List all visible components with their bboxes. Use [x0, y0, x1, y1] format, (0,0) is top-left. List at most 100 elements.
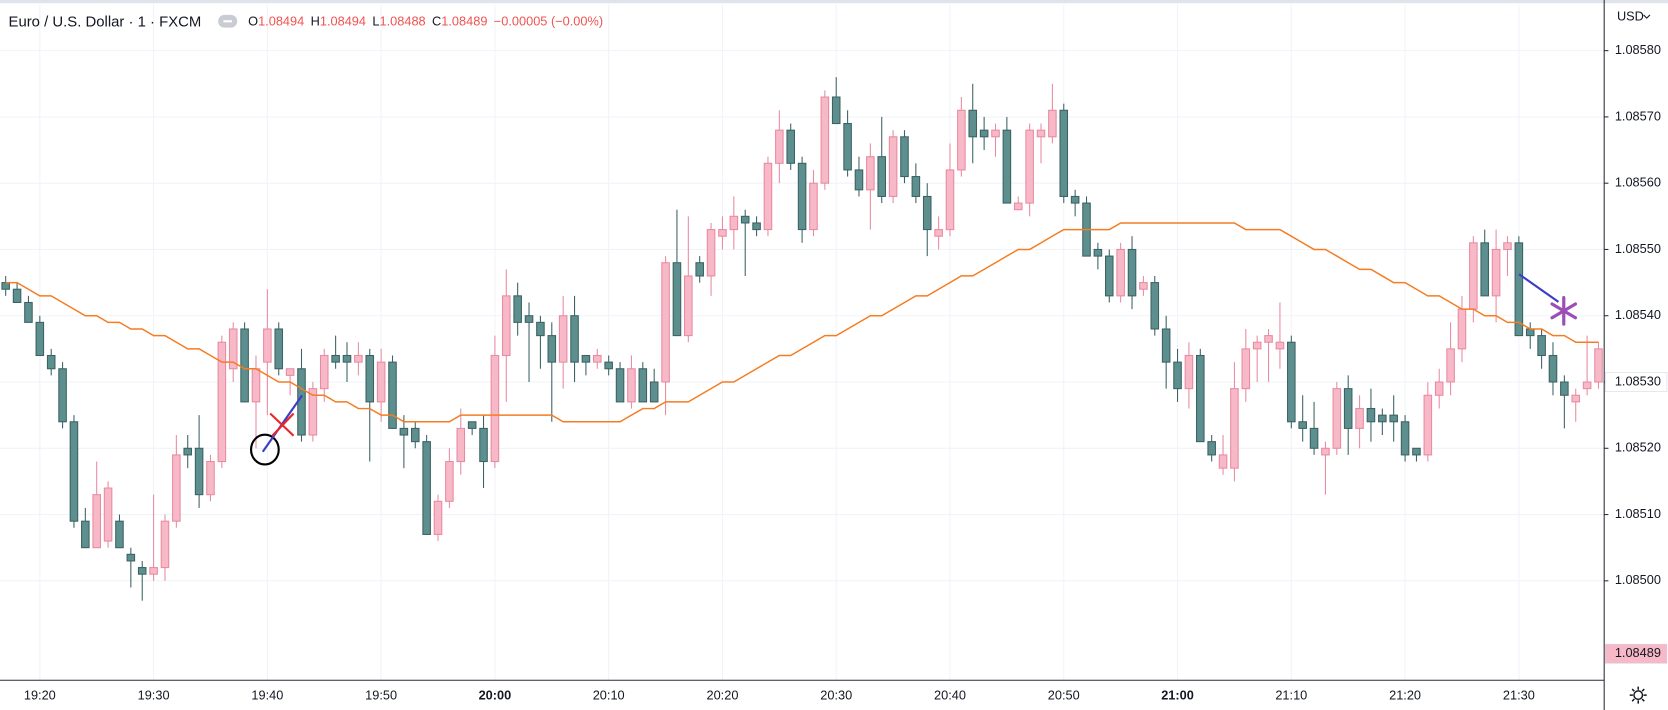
candle-body: [1252, 341, 1262, 350]
candle-body: [331, 354, 340, 363]
candle-body: [1241, 348, 1251, 390]
candle-body: [900, 136, 909, 178]
candle-body: [729, 215, 739, 231]
candle-body: [240, 328, 249, 403]
candle-body: [1366, 407, 1376, 423]
candle-body: [672, 262, 682, 337]
candle-body: [775, 129, 784, 164]
candle-body: [1389, 414, 1398, 423]
candle-body: [1332, 388, 1342, 449]
candle-body: [479, 427, 488, 463]
candle-body: [1503, 242, 1512, 250]
candle-body: [433, 500, 443, 535]
x-tick-label: 20:10: [593, 688, 625, 703]
candle-body: [35, 321, 45, 357]
price-marker: [1604, 643, 1668, 664]
y-tick-label: 1.08570: [1615, 108, 1661, 123]
candle-body: [206, 461, 215, 496]
candle-body: [1264, 335, 1273, 343]
collapse-button[interactable]: [218, 14, 238, 28]
ohlc-item: C1.08489: [432, 14, 487, 29]
candle-body: [581, 354, 591, 363]
candle-body: [1173, 361, 1182, 390]
candle-body: [1594, 348, 1603, 383]
x-tick-label: 20:30: [820, 688, 852, 703]
candle-body: [763, 162, 773, 231]
candle-body: [1582, 381, 1592, 390]
candle-body: [695, 262, 704, 277]
y-tick-label: 1.08510: [1615, 506, 1661, 521]
candle-body: [1013, 202, 1023, 211]
candle-body: [740, 215, 750, 224]
candle-body: [1127, 248, 1137, 297]
drawing-circle[interactable]: [249, 433, 280, 466]
symbol-title[interactable]: Euro / U.S. Dollar · 1 · FXCM: [8, 12, 202, 30]
candle-body: [69, 421, 79, 522]
candle-body: [194, 447, 204, 496]
candle-body: [399, 427, 409, 436]
candle-body: [1525, 328, 1535, 337]
ohlc-value: 1.08494: [319, 13, 367, 29]
ohlc-item: H1.08494: [311, 14, 366, 29]
candle-body: [615, 368, 625, 403]
candle-body: [46, 354, 56, 370]
candle-body: [342, 354, 352, 363]
candle-body: [1059, 109, 1069, 197]
candle-body: [854, 169, 864, 191]
candle-body: [126, 553, 136, 562]
candle-body: [627, 368, 636, 403]
candle-body: [991, 129, 1000, 138]
candle-body: [1196, 354, 1205, 443]
candle-body: [786, 129, 795, 164]
drawing-line[interactable]: [1518, 273, 1560, 303]
candle-body: [1070, 195, 1080, 204]
change: −0.00005 (−0.00%): [493, 13, 604, 29]
plot: [1, 77, 1603, 601]
drawing-cross[interactable]: [269, 412, 295, 437]
candle-body: [1104, 255, 1114, 297]
candle-body: [1048, 109, 1057, 138]
ohlc-value: 1.08488: [379, 13, 426, 29]
drawing-line[interactable]: [261, 394, 303, 453]
candle-body: [1321, 447, 1330, 456]
candle-body: [1298, 421, 1307, 429]
candle-body: [1400, 421, 1410, 456]
drawing-asterisk[interactable]: [1550, 296, 1578, 326]
candle-body: [1161, 328, 1171, 363]
candle-body: [945, 169, 955, 231]
candle-body: [1025, 129, 1034, 204]
candle-body: [547, 335, 557, 363]
candle-body: [58, 368, 67, 423]
legend-header: Euro / U.S. Dollar · 1 · FXCM O1.08494 H1…: [9, 13, 604, 30]
candle-body: [706, 229, 716, 277]
x-tick-label: 19:50: [365, 688, 397, 703]
x-tick-label: 20:40: [934, 688, 966, 703]
candle-body: [513, 295, 522, 323]
candle-body: [558, 315, 568, 363]
candle-body: [1537, 335, 1546, 357]
candle-body: [376, 361, 386, 403]
candle-body: [1287, 341, 1296, 423]
candle-body: [92, 494, 101, 549]
candle-body: [445, 461, 454, 502]
candle-body: [1560, 381, 1569, 396]
candle-body: [1457, 308, 1467, 350]
x-tick-label: 21:20: [1389, 688, 1421, 703]
ohlc-key: O: [248, 13, 259, 29]
candle-body: [12, 288, 22, 304]
candle-body: [957, 109, 966, 171]
x-tick-label: 19:20: [24, 688, 56, 703]
candle-body: [1, 282, 10, 290]
candle-body: [1514, 242, 1524, 337]
ohlc-key: H: [310, 13, 320, 29]
candle-body: [1548, 354, 1558, 383]
candle-body: [570, 315, 579, 363]
x-tick-label: 20:20: [706, 688, 738, 703]
currency-caret[interactable]: [1643, 14, 1651, 19]
candle-body: [1309, 427, 1319, 449]
currency[interactable]: USD: [1617, 8, 1644, 23]
candle-body: [968, 109, 978, 138]
settings-icon[interactable]: [1629, 686, 1647, 704]
